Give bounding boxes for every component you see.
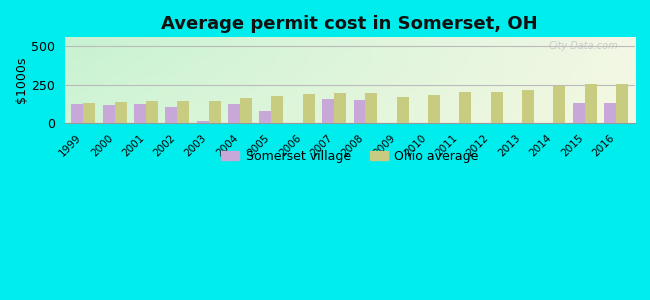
Bar [428, 95, 440, 123]
Legend: Somerset village, Ohio average: Somerset village, Ohio average [216, 145, 484, 168]
Y-axis label: $1000s: $1000s [15, 57, 28, 103]
Bar [146, 101, 158, 123]
Bar [334, 93, 346, 123]
Bar [166, 107, 177, 123]
Bar [197, 121, 209, 123]
Title: Average permit cost in Somerset, OH: Average permit cost in Somerset, OH [161, 15, 538, 33]
Bar [177, 101, 189, 123]
Bar [573, 103, 585, 123]
Bar [209, 100, 220, 123]
Bar [83, 103, 95, 123]
Bar [114, 102, 127, 123]
Bar [554, 86, 566, 123]
Bar [134, 104, 146, 123]
Bar [585, 84, 597, 123]
Bar [259, 111, 272, 123]
Bar [72, 104, 83, 123]
Bar [460, 92, 471, 123]
Bar [491, 92, 502, 123]
Bar [354, 100, 365, 123]
Bar [240, 98, 252, 123]
Bar [228, 104, 240, 123]
Text: City-Data.com: City-Data.com [548, 41, 618, 51]
Bar [272, 96, 283, 123]
Bar [522, 90, 534, 123]
Bar [616, 84, 628, 123]
Bar [604, 103, 616, 123]
Bar [396, 97, 409, 123]
Bar [365, 93, 378, 123]
Bar [303, 94, 315, 123]
Bar [322, 99, 334, 123]
Bar [103, 105, 114, 123]
